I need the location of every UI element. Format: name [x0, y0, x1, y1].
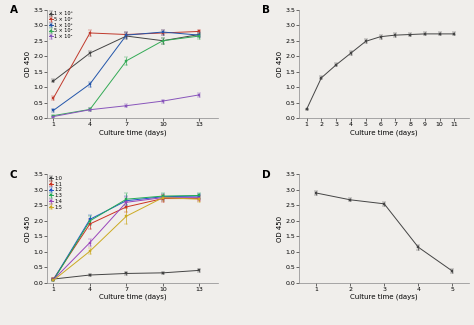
Text: C: C [10, 170, 18, 180]
X-axis label: Culture time (days): Culture time (days) [350, 129, 418, 136]
X-axis label: Culture time (days): Culture time (days) [99, 294, 166, 301]
X-axis label: Culture time (days): Culture time (days) [350, 294, 418, 301]
X-axis label: Culture time (days): Culture time (days) [99, 129, 166, 136]
Y-axis label: OD 450: OD 450 [25, 51, 31, 77]
Text: D: D [262, 170, 270, 180]
Y-axis label: OD 450: OD 450 [277, 215, 283, 242]
Text: A: A [10, 6, 18, 15]
Legend: 1:0, 1:1, 1:2, 1:3, 1:4, 1:5: 1:0, 1:1, 1:2, 1:3, 1:4, 1:5 [48, 176, 63, 210]
Y-axis label: OD 450: OD 450 [277, 51, 283, 77]
Y-axis label: OD 450: OD 450 [25, 215, 31, 242]
Text: B: B [262, 6, 270, 15]
Legend: 1 × 10⁶, 5 × 10⁵, 1 × 10⁵, 5 × 10⁴, 1 × 10⁴: 1 × 10⁶, 5 × 10⁵, 1 × 10⁵, 5 × 10⁴, 1 × … [48, 11, 73, 40]
